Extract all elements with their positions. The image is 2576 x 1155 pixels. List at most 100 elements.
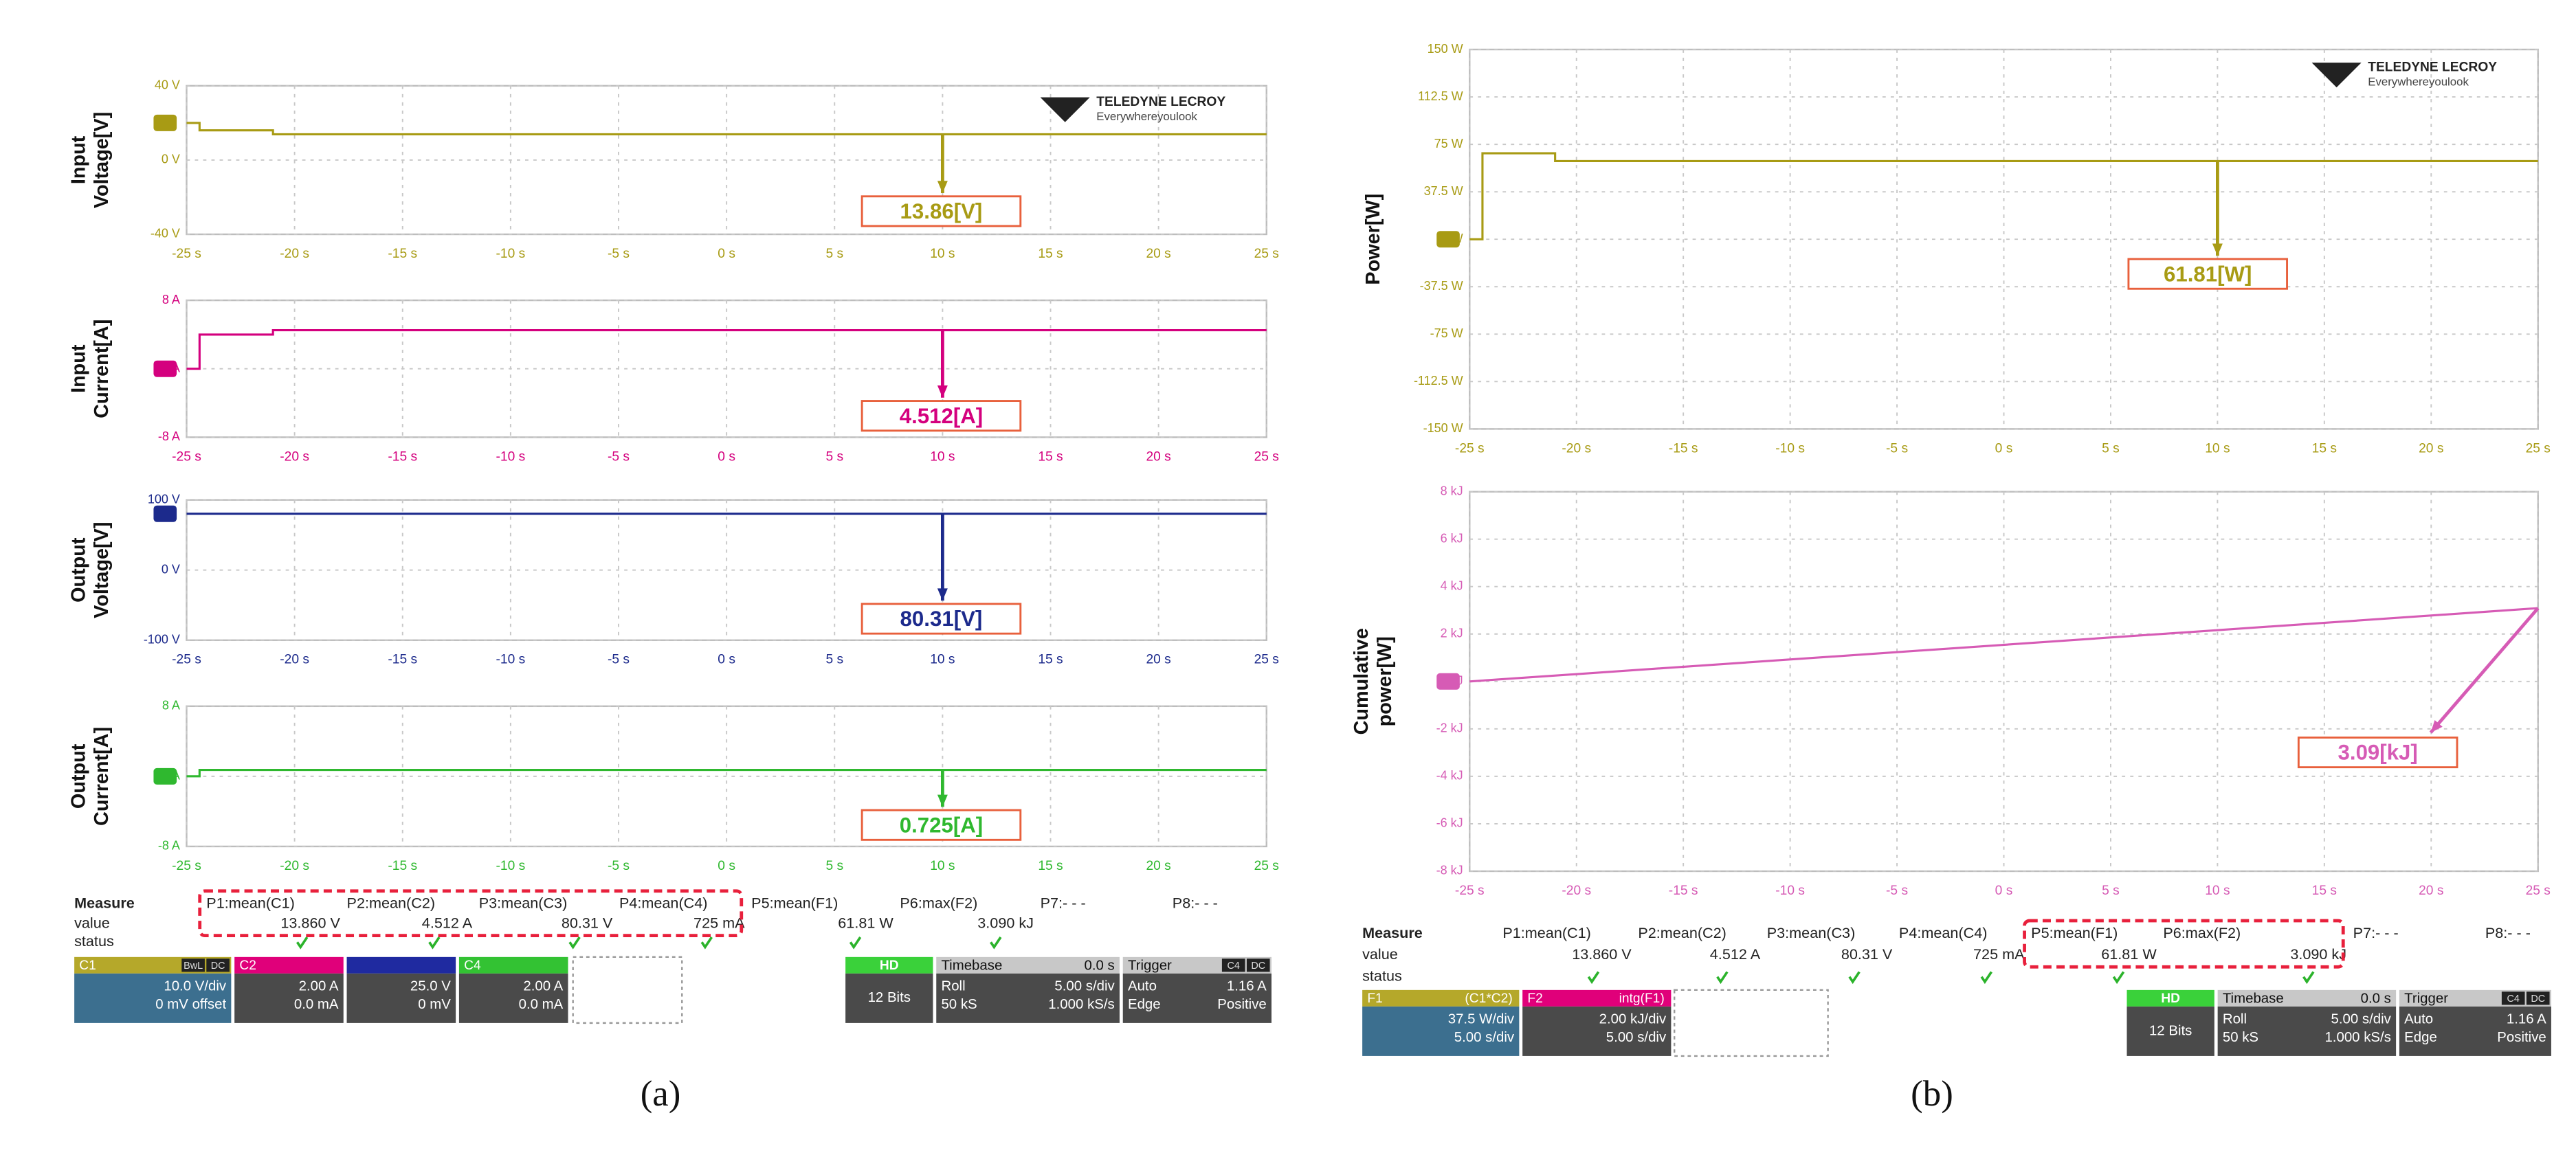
timebase-label: Timebase (941, 958, 1002, 973)
channel-label: F2 (1527, 991, 1542, 1006)
measure-header: P3:mean(C3) (1767, 924, 1856, 941)
measure-row-label: status (1362, 967, 1402, 984)
x-tick-label: 5 s (825, 859, 843, 873)
trigger-badge-text: DC (2531, 994, 2545, 1005)
trace (1469, 152, 2538, 240)
annotation-box (2297, 736, 2458, 769)
trigger-row-value: 1.16 A (1227, 978, 1267, 994)
trace (186, 122, 1267, 136)
status-check (1848, 971, 1861, 985)
x-tick-label: -25 s (172, 247, 201, 261)
highlight-box (198, 889, 744, 938)
channel-setting: 0 mV offset (155, 997, 226, 1012)
trace-tag (1436, 231, 1460, 248)
highlight-box (2023, 919, 2345, 969)
trigger-row-label: Auto (2404, 1011, 2433, 1027)
status-check (1716, 971, 1729, 985)
x-tick-label: -5 s (608, 449, 630, 464)
x-tick-label: -10 s (496, 247, 526, 261)
measure-header: P5:mean(F1) (751, 895, 838, 912)
channel-header (234, 956, 344, 974)
x-tick-label: 0 s (718, 247, 735, 261)
arrow-head (937, 385, 948, 398)
measure-value: 3.090 kJ (2290, 945, 2346, 963)
channel-title: intg(F1) (1619, 991, 1665, 1006)
channel-label: C2 (239, 958, 256, 973)
measure-value: 80.31 V (1841, 945, 1893, 963)
x-tick-label: 25 s (2526, 884, 2551, 898)
x-tick-label: 10 s (930, 653, 955, 667)
measure-header: P1:mean(C1) (206, 895, 295, 912)
channel-label: C1 (79, 958, 96, 973)
x-tick-label: -10 s (1775, 441, 1805, 456)
channel-body (458, 973, 568, 1023)
channel-setting: 2.00 A (299, 978, 339, 994)
measure-header: P6:max(F2) (2163, 924, 2241, 941)
x-tick-label: 15 s (1038, 247, 1063, 261)
timebase-row-value: 5.00 s/div (1054, 978, 1115, 994)
x-tick-label: 25 s (1254, 859, 1279, 873)
annotation-box (860, 400, 1022, 432)
hd-bits: 12 Bits (868, 990, 911, 1005)
y-tick-label: -37.5 W (1420, 279, 1463, 293)
x-tick-label: -5 s (608, 247, 630, 261)
y-axis-label-line: Output (67, 537, 89, 603)
annotation-text: 13.86[V] (900, 199, 983, 223)
trigger-body (2399, 1006, 2551, 1056)
x-tick-label: -15 s (388, 653, 417, 667)
annotation-text: 3.09[kJ] (2338, 741, 2418, 765)
x-tick-label: 5 s (2102, 441, 2120, 456)
x-tick-label: 0 s (1995, 441, 2013, 456)
trace (1469, 607, 2538, 683)
trigger-badge (2501, 991, 2525, 1005)
channel-badge-text: BwL (184, 961, 203, 972)
hd-label: HD (2161, 991, 2180, 1006)
trace-tag (153, 360, 177, 377)
channel-header (74, 956, 232, 974)
y-tick-label: -2 kJ (1436, 721, 1463, 735)
y-axis-label-line: Current[A] (91, 727, 113, 826)
y-tick-label: -6 kJ (1436, 816, 1463, 830)
measure-value: 725 mA (693, 915, 745, 932)
y-tick-label: 2 kJ (1441, 627, 1463, 640)
channel-setting: 2.00 A (523, 978, 563, 994)
y-tick-label: 0 V (162, 153, 180, 166)
channel-setting: 37.5 W/div (1448, 1011, 1515, 1027)
trigger-badge-text: C4 (2507, 994, 2519, 1005)
annotation-text: 80.31[V] (900, 607, 983, 631)
channel-body (1522, 1006, 1672, 1056)
measure-header: P4:mean(C4) (1899, 924, 1988, 941)
y-tick-label: 112.5 W (1418, 89, 1463, 103)
measure-header: P2:mean(C2) (347, 895, 436, 912)
status-check (296, 937, 309, 950)
logo-tagline: Everywhereyoulook (2368, 76, 2469, 89)
annotation-text: 4.512[A] (900, 404, 983, 428)
hd-body (2127, 1006, 2214, 1056)
y-axis-label-line: Voltage[V] (91, 112, 113, 208)
x-tick-label: 20 s (1146, 449, 1170, 464)
panel-caption: (b) (1911, 1074, 1953, 1114)
measure-header: P1:mean(C1) (1502, 924, 1591, 941)
trigger-header (2399, 989, 2551, 1007)
measure-value: 80.31 V (562, 915, 613, 932)
logo-tagline: Everywhereyoulook (1096, 110, 1197, 123)
y-tick-label: -8 A (158, 839, 180, 853)
y-axis-label-line: Voltage[V] (91, 522, 113, 618)
x-tick-label: 20 s (1146, 653, 1170, 667)
x-tick-label: 20 s (2419, 441, 2443, 456)
trigger-badge-text: C4 (1228, 961, 1240, 972)
trigger-row-label: Edge (2404, 1030, 2437, 1045)
x-tick-label: 15 s (1038, 653, 1063, 667)
x-tick-label: 25 s (2526, 441, 2551, 456)
timebase-header (2217, 989, 2397, 1007)
measure-header: P3:mean(C3) (479, 895, 568, 912)
hd-header (845, 956, 933, 974)
x-tick-label: 25 s (1254, 449, 1279, 464)
x-tick-label: 20 s (1146, 859, 1170, 873)
status-check (2112, 971, 2125, 985)
trigger-row-label: Auto (1128, 978, 1157, 994)
x-tick-label: -20 s (1562, 884, 1591, 898)
y-tick-label: 40 V (155, 78, 180, 92)
y-tick-label: 37.5 W (1424, 184, 1463, 198)
channel-setting: 5.00 s/div (1454, 1030, 1515, 1045)
